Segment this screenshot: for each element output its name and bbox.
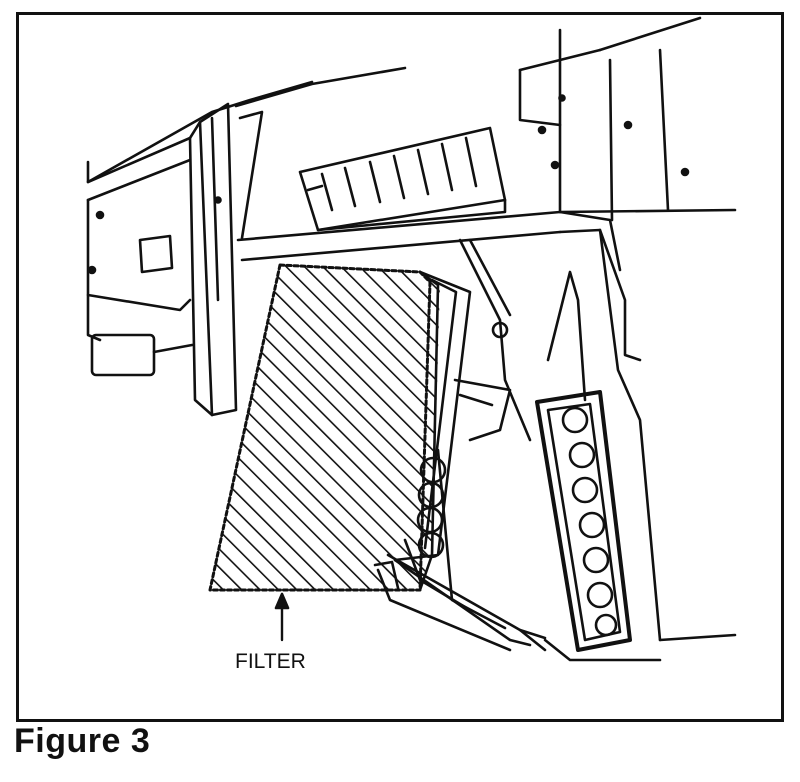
air-filter (208, 263, 440, 592)
filter-label: FILTER (235, 650, 306, 673)
right-panel (518, 228, 737, 662)
right-coil-block (535, 390, 632, 652)
refrigerant-line (458, 238, 532, 442)
upper-panel (234, 16, 737, 272)
figure-caption: Figure 3 (14, 722, 151, 760)
filter-callout-arrow (274, 592, 290, 642)
left-housing (86, 80, 314, 417)
louvered-vent (298, 126, 507, 232)
